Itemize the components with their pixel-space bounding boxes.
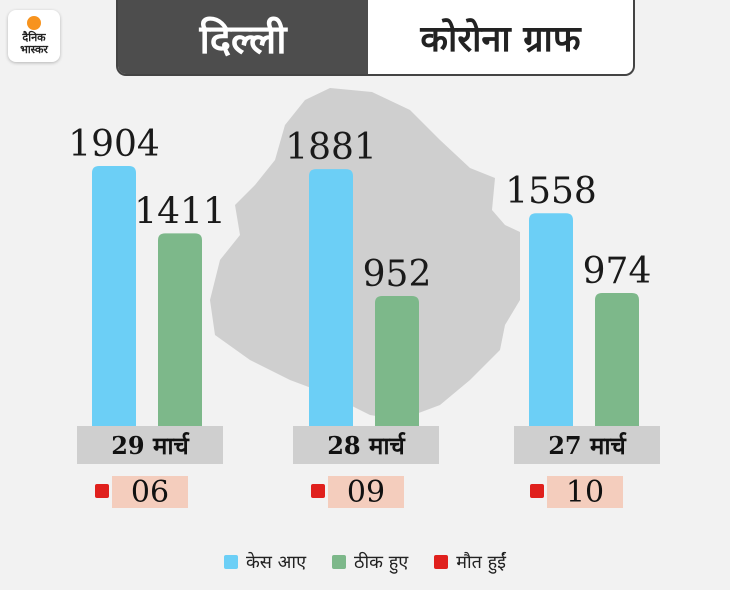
legend-label-deaths: मौत हुईं: [456, 552, 507, 573]
logo-line1: दैनिक: [22, 31, 46, 44]
bar-cases-2: [529, 213, 573, 426]
dainik-bhaskar-logo: दैनिक भास्कर: [8, 10, 60, 62]
death-marker-2: [530, 484, 544, 498]
legend-swatch-deaths: [434, 555, 449, 569]
bar-recovered-0: [158, 233, 202, 426]
value-label-recovered-0: 1411: [134, 191, 226, 232]
bar-recovered-1: [375, 296, 419, 426]
death-count-1: 09: [328, 475, 404, 510]
value-label-cases-1: 1881: [285, 127, 377, 168]
legend-item-recovered: ठीक हुए: [332, 550, 408, 574]
logo-line2: भास्कर: [20, 43, 48, 56]
bar-recovered-2: [595, 292, 639, 426]
legend-swatch-recovered: [332, 555, 347, 569]
value-label-cases-2: 1558: [505, 171, 597, 212]
page-title: कोरोना ग्राफ: [420, 18, 581, 60]
sun-icon: [27, 16, 41, 30]
death-count-0: 06: [112, 475, 188, 510]
legend-swatch-cases: [223, 555, 238, 569]
value-label-recovered-2: 974: [583, 251, 652, 292]
bar-cases-1: [309, 169, 353, 427]
header-banner: दिल्ली कोरोना ग्राफ: [116, 0, 635, 76]
legend-label-cases: केस आए: [245, 552, 307, 573]
value-label-cases-0: 1904: [68, 124, 160, 165]
bar-cases-0: [92, 166, 136, 426]
date-label-0: 29 मार्च: [77, 426, 223, 464]
legend: केस आए ठीक हुए मौत हुईं: [0, 550, 730, 574]
legend-item-deaths: मौत हुईं: [434, 550, 506, 574]
legend-label-recovered: ठीक हुए: [354, 552, 409, 573]
date-label-2: 27 मार्च: [514, 426, 660, 464]
death-count-2: 10: [547, 475, 623, 510]
legend-item-cases: केस आए: [223, 550, 307, 574]
value-label-recovered-1: 952: [363, 254, 432, 295]
death-marker-0: [95, 484, 109, 498]
date-label-1: 28 मार्च: [293, 426, 439, 464]
city-title: दिल्ली: [118, 0, 368, 74]
death-marker-1: [311, 484, 325, 498]
